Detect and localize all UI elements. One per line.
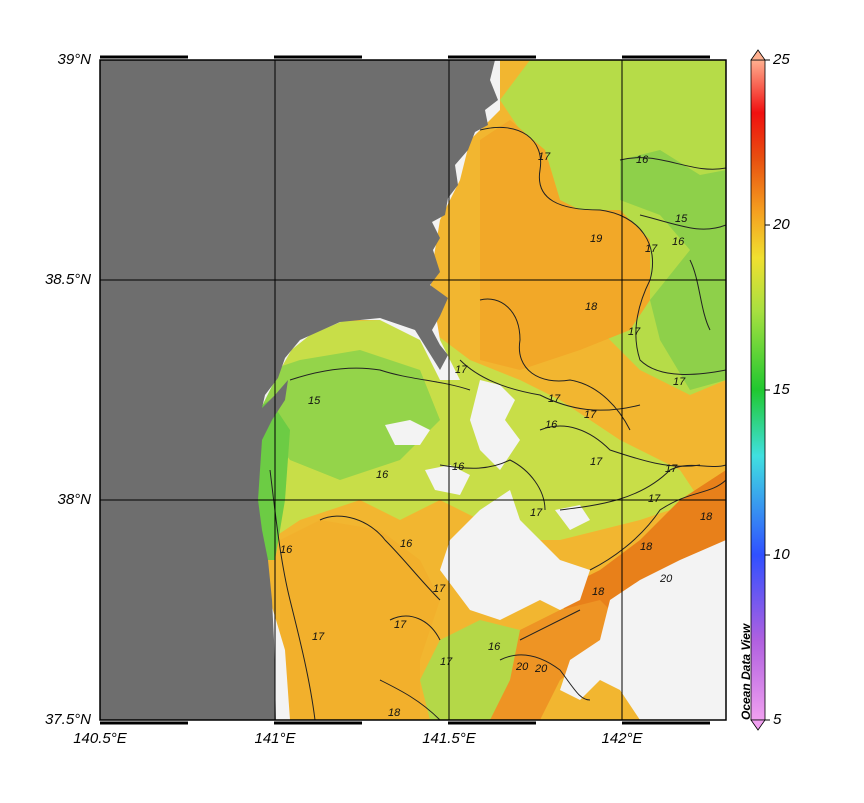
lon-label-141: 141°E [254,730,296,747]
lat-label-38-5: 38.5°N [44,271,91,288]
sst-warm-tongue-n [480,120,650,370]
contour-label: 20 [534,663,548,675]
contour-label: 17 [530,507,543,519]
colorbar-label-20: 20 [773,216,790,233]
contour-label: 17 [673,376,686,388]
contour-label: 18 [700,511,713,523]
contour-label: 16 [488,641,501,653]
contour-label: 20 [515,661,529,673]
contour-label: 19 [590,233,602,245]
contour-label: 16 [400,538,413,550]
no-data-coast-strip [240,60,500,720]
lat-label-39: 39°N [57,51,91,68]
contour-label: 16 [636,154,649,166]
sst-warm-south [280,520,440,720]
contour-label: 18 [640,541,653,553]
contour-label: 17 [584,409,597,421]
no-data-small-2 [425,465,470,495]
contour-label: 17 [590,456,603,468]
contour-label: 16 [280,544,293,556]
no-data-se [560,540,726,720]
lat-label-37-5: 37.5°N [44,711,91,728]
contour-label: 17 [394,619,407,631]
contour-label: 16 [376,469,389,481]
contour-label: 17 [455,364,468,376]
contour-label: 18 [592,586,605,598]
colorbar-label-10: 10 [773,546,790,563]
contour-label: 17 [548,393,561,405]
no-data-small-1 [385,420,430,445]
colorbar-ticks [765,59,770,721]
lat-label-38: 38°N [57,491,91,508]
contour-label: 18 [388,707,401,719]
lon-label-141-5: 141.5°E [422,730,476,747]
contour-label: 15 [675,213,688,225]
watermark-text: Ocean Data View [739,623,753,720]
contour-label: 16 [545,419,558,431]
no-data-mid [470,380,520,470]
contour-lines [269,126,727,721]
contour-label: 17 [628,326,641,338]
lon-label-142: 142°E [601,730,643,747]
contour-label: 17 [665,463,678,475]
contour-label-group: 17 16 15 19 17 16 18 17 17 17 17 16 17 1… [280,151,713,719]
contour-label: 17 [440,656,453,668]
plot-area [100,60,726,720]
contour-label: 16 [672,236,685,248]
plot-frame [99,59,727,721]
contour-label: 17 [648,493,661,505]
colorbar-bottom-arrow [750,719,766,731]
contour-label: 17 [312,631,325,643]
colorbar-label-15: 15 [773,381,790,398]
contour-label: 17 [433,583,446,595]
sst-warmest-se [560,470,726,640]
colorbar-label-5: 5 [773,711,782,728]
graticule [100,60,726,720]
land-mass [100,60,498,720]
sst-warm-se-band [480,600,620,720]
sst-nearshore-cool [240,350,440,480]
no-data-center [440,490,590,620]
colorbar-label-25: 25 [773,51,790,68]
colorbar-top-arrow [750,49,766,61]
colorbar [750,59,766,721]
contour-label: 15 [308,395,321,407]
sst-south-green [420,620,520,720]
lon-label-140-5: 140.5°E [73,730,127,747]
contour-label: 17 [538,151,551,163]
sst-cool-patch-ne [620,150,726,390]
contour-label: 18 [585,301,598,313]
contour-label: 17 [645,243,658,255]
contour-label: 20 [659,573,673,585]
no-data-small-3 [555,505,590,530]
contour-label: 16 [452,461,465,473]
